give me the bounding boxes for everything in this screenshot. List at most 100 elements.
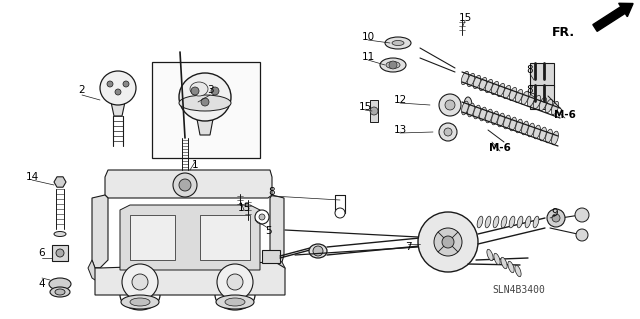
Ellipse shape bbox=[468, 103, 474, 117]
Ellipse shape bbox=[255, 210, 269, 224]
Ellipse shape bbox=[474, 75, 481, 89]
Circle shape bbox=[552, 214, 560, 222]
Polygon shape bbox=[54, 177, 66, 187]
Circle shape bbox=[313, 246, 323, 256]
Ellipse shape bbox=[479, 107, 486, 121]
Text: M-6: M-6 bbox=[489, 143, 511, 153]
Ellipse shape bbox=[386, 62, 400, 69]
Ellipse shape bbox=[533, 216, 539, 228]
Circle shape bbox=[227, 274, 243, 290]
Circle shape bbox=[115, 89, 121, 95]
Ellipse shape bbox=[534, 125, 540, 139]
Circle shape bbox=[211, 87, 219, 95]
Ellipse shape bbox=[474, 105, 481, 119]
Ellipse shape bbox=[190, 82, 208, 96]
Text: 5: 5 bbox=[265, 226, 271, 236]
Ellipse shape bbox=[509, 117, 516, 131]
Bar bbox=[152, 62, 260, 158]
Ellipse shape bbox=[464, 97, 472, 113]
Bar bbox=[530, 63, 554, 87]
Ellipse shape bbox=[477, 216, 483, 228]
Text: 14: 14 bbox=[26, 172, 38, 182]
Ellipse shape bbox=[216, 295, 254, 309]
Circle shape bbox=[217, 264, 253, 300]
Text: 8: 8 bbox=[269, 187, 275, 197]
Ellipse shape bbox=[49, 278, 71, 290]
Ellipse shape bbox=[100, 71, 136, 105]
Ellipse shape bbox=[225, 298, 245, 306]
Circle shape bbox=[201, 98, 209, 106]
Ellipse shape bbox=[467, 73, 475, 87]
Text: FR.: FR. bbox=[552, 26, 575, 39]
Text: 7: 7 bbox=[404, 242, 412, 252]
Ellipse shape bbox=[545, 99, 553, 113]
Ellipse shape bbox=[385, 37, 411, 49]
Ellipse shape bbox=[509, 216, 515, 228]
Text: SLN4B3400: SLN4B3400 bbox=[492, 285, 545, 295]
Polygon shape bbox=[130, 215, 175, 260]
Bar bbox=[530, 85, 554, 109]
Circle shape bbox=[389, 61, 397, 69]
Ellipse shape bbox=[493, 216, 499, 228]
Circle shape bbox=[122, 264, 158, 300]
Ellipse shape bbox=[508, 261, 514, 273]
Ellipse shape bbox=[516, 119, 522, 133]
Ellipse shape bbox=[485, 79, 493, 93]
Circle shape bbox=[442, 236, 454, 248]
Ellipse shape bbox=[515, 265, 521, 277]
Circle shape bbox=[547, 209, 565, 227]
Text: 11: 11 bbox=[362, 52, 374, 62]
Bar bbox=[262, 250, 280, 263]
Ellipse shape bbox=[517, 216, 523, 228]
Ellipse shape bbox=[445, 100, 455, 110]
Ellipse shape bbox=[179, 73, 231, 121]
Text: 12: 12 bbox=[394, 95, 406, 105]
Ellipse shape bbox=[527, 123, 534, 137]
Ellipse shape bbox=[527, 93, 534, 107]
Ellipse shape bbox=[492, 81, 499, 95]
Polygon shape bbox=[95, 262, 285, 295]
Text: 2: 2 bbox=[79, 85, 85, 95]
Ellipse shape bbox=[497, 113, 504, 127]
Ellipse shape bbox=[501, 257, 507, 269]
Ellipse shape bbox=[130, 298, 150, 306]
FancyArrow shape bbox=[593, 3, 633, 31]
Ellipse shape bbox=[504, 115, 511, 129]
Ellipse shape bbox=[486, 109, 492, 123]
Text: 13: 13 bbox=[394, 125, 406, 135]
Ellipse shape bbox=[492, 111, 499, 125]
Ellipse shape bbox=[380, 58, 406, 72]
Text: 6: 6 bbox=[38, 248, 45, 258]
Ellipse shape bbox=[552, 131, 559, 145]
Ellipse shape bbox=[179, 95, 231, 111]
Ellipse shape bbox=[309, 244, 327, 258]
Ellipse shape bbox=[461, 101, 468, 115]
Circle shape bbox=[56, 249, 64, 257]
Polygon shape bbox=[270, 195, 284, 262]
Circle shape bbox=[434, 228, 462, 256]
Circle shape bbox=[179, 179, 191, 191]
Bar bbox=[370, 100, 378, 122]
Circle shape bbox=[576, 229, 588, 241]
Text: 8: 8 bbox=[527, 65, 533, 75]
Polygon shape bbox=[272, 262, 285, 280]
Ellipse shape bbox=[50, 287, 70, 297]
Circle shape bbox=[107, 81, 113, 87]
Circle shape bbox=[191, 87, 199, 95]
Text: 15: 15 bbox=[458, 13, 472, 23]
Polygon shape bbox=[200, 215, 250, 260]
Text: 9: 9 bbox=[552, 208, 558, 218]
Ellipse shape bbox=[54, 232, 66, 236]
Ellipse shape bbox=[121, 295, 159, 309]
Ellipse shape bbox=[494, 253, 500, 265]
Polygon shape bbox=[88, 260, 100, 280]
Text: 8: 8 bbox=[527, 85, 533, 95]
Ellipse shape bbox=[525, 216, 531, 228]
Ellipse shape bbox=[503, 85, 511, 99]
Bar bbox=[52, 245, 68, 261]
Text: 15: 15 bbox=[358, 102, 372, 112]
Ellipse shape bbox=[392, 41, 404, 46]
Circle shape bbox=[335, 208, 345, 218]
Ellipse shape bbox=[439, 94, 461, 116]
Polygon shape bbox=[120, 205, 260, 270]
